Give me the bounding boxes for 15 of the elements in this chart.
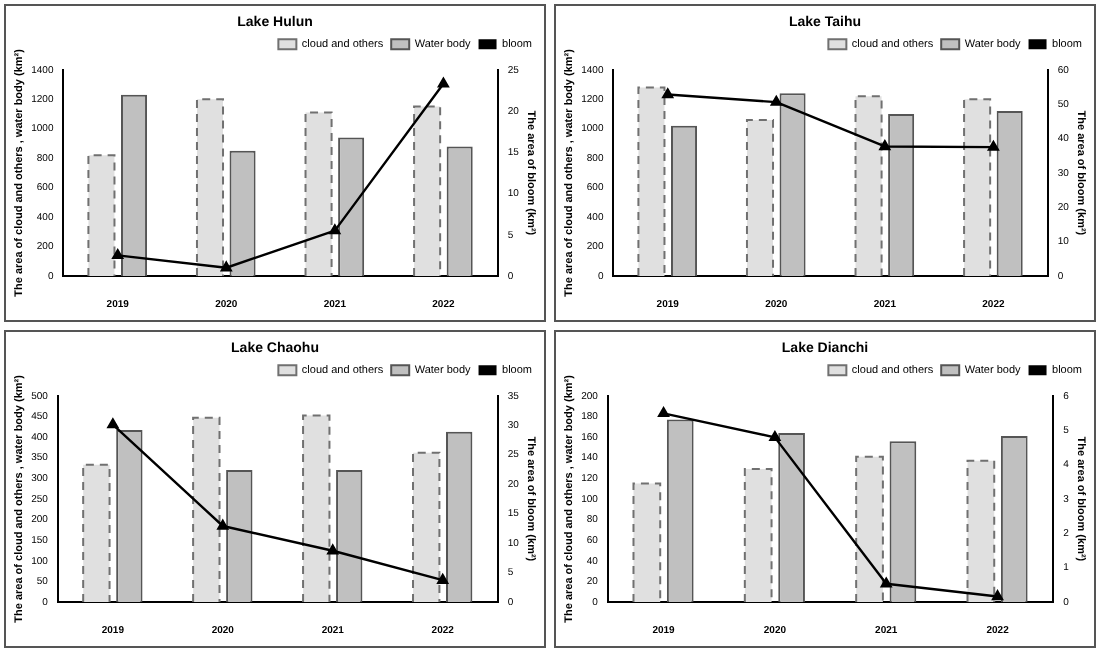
point: [880, 577, 892, 588]
point: [658, 407, 670, 418]
point: [220, 261, 232, 272]
point: [662, 88, 674, 99]
point: [769, 431, 781, 442]
point: [112, 249, 124, 260]
point: [107, 418, 119, 429]
point: [992, 590, 1004, 601]
point: [217, 519, 229, 530]
point: [327, 544, 339, 555]
point: [879, 140, 891, 151]
point: [437, 77, 449, 88]
point: [770, 95, 782, 106]
point: [329, 224, 341, 235]
point: [987, 140, 999, 151]
